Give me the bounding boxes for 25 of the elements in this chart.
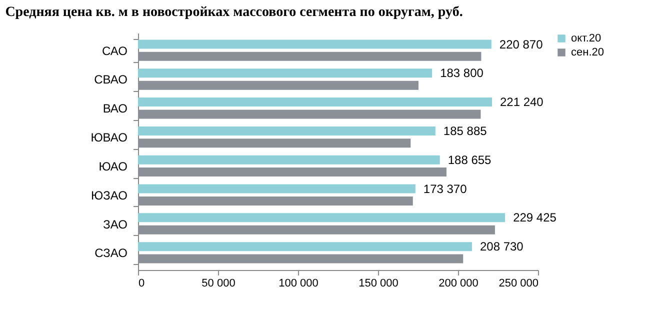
data-label: 220 870 [499,37,544,52]
x-tick-label: 250 000 [498,278,538,290]
y-tick-label: СВАО [94,72,128,87]
data-label: 229 425 [513,210,557,225]
y-tick-label: ЮАО [98,159,128,174]
data-label: 208 730 [480,240,524,254]
chart-title: Средняя цена кв. м в новостройках массового сегмента по округам, руб. [5,5,463,20]
legend-label: окт.20 [571,32,602,44]
data-label: 188 655 [448,152,492,167]
y-tick-label: САО [102,44,128,58]
y-tick-label: СЗАО [94,246,128,260]
legend-label: сен.20 [571,46,604,58]
x-tick-label: 150 000 [358,278,398,290]
data-label: 221 240 [500,95,544,110]
x-tick-label: 100 000 [278,278,318,290]
data-label: 183 800 [440,66,484,80]
y-tick-label: ЗАО [103,217,128,232]
x-tick-label: 200 000 [438,278,478,290]
x-tick-label: 0 [138,278,145,290]
data-label: 185 885 [443,124,488,138]
y-tick-label: ЮВАО [90,130,128,145]
x-tick-label: 50 000 [202,278,236,290]
data-label: 173 370 [423,182,468,196]
y-tick-label: ЮЗАО [91,188,128,202]
y-tick-label: ВАО [102,102,128,116]
